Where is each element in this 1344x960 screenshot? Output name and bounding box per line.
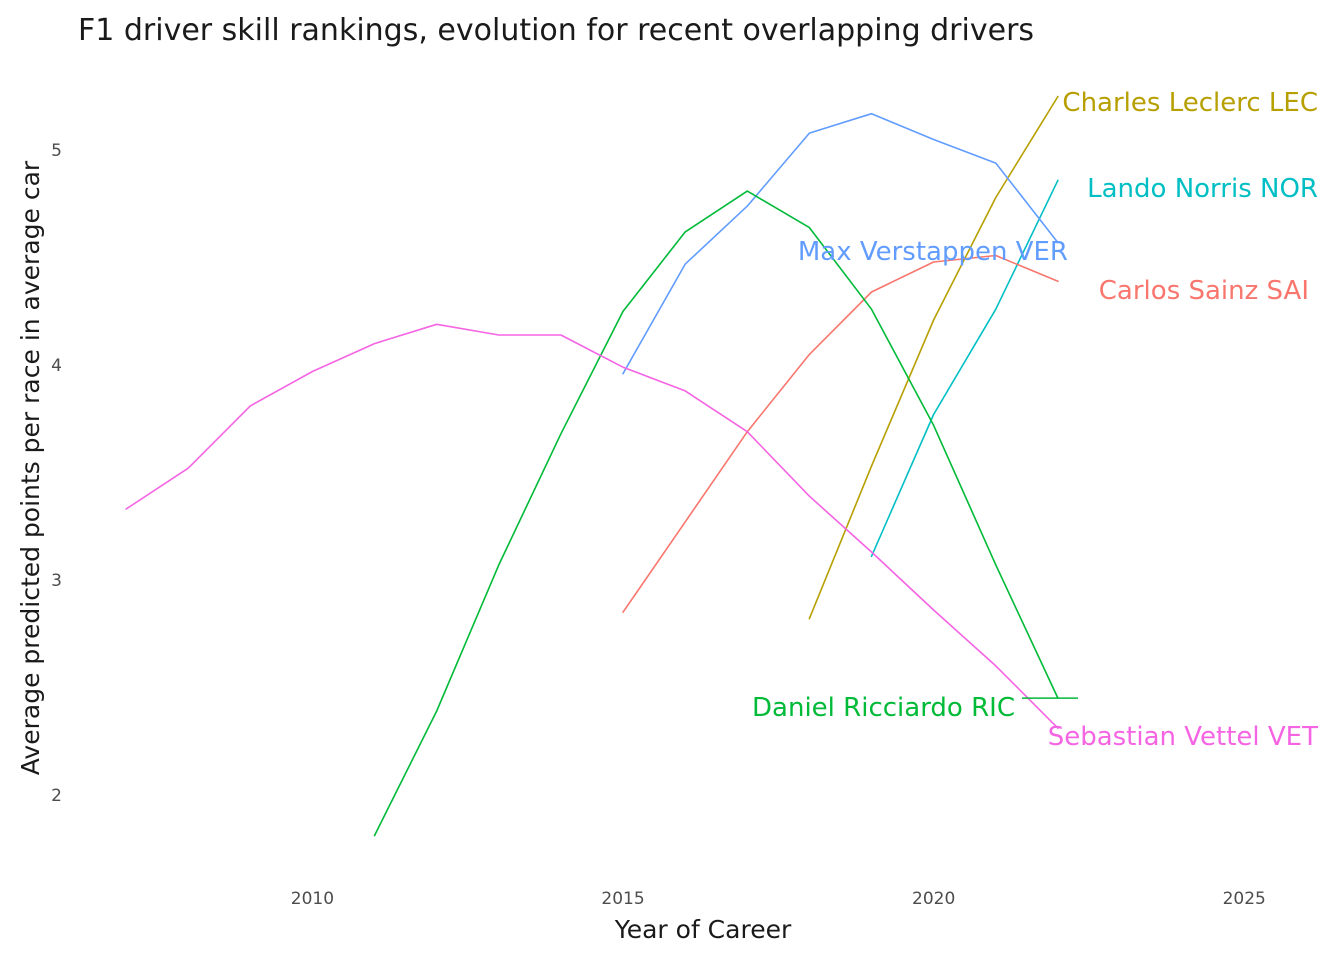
- chart-title: F1 driver skill rankings, evolution for …: [78, 13, 1034, 48]
- y-axis-title: Average predicted points per race in ave…: [16, 160, 45, 775]
- y-tick-label: 4: [51, 356, 62, 376]
- x-tick-label: 2010: [291, 889, 334, 909]
- y-tick-label: 5: [51, 141, 62, 161]
- x-tick-label: 2020: [912, 889, 955, 909]
- series-label: Max Verstappen VER: [798, 237, 1068, 267]
- series-line-max-verstappen-ver: [622, 112, 1059, 375]
- series-line-sebastian-vettel-vet: [125, 323, 1059, 730]
- series-line-lando-norris-nor: [870, 179, 1059, 558]
- y-axis-ticks: 2 3 4 5: [51, 141, 62, 806]
- y-tick-label: 3: [51, 571, 62, 591]
- series-line-carlos-sainz-sai: [622, 254, 1059, 614]
- x-tick-label: 2015: [601, 889, 644, 909]
- x-tick-label: 2025: [1223, 889, 1266, 909]
- series-label: Sebastian Vettel VET: [1048, 722, 1318, 752]
- y-tick-label: 2: [51, 786, 62, 806]
- series-labels: Charles Leclerc LEC Lando Norris NOR Max V…: [752, 88, 1318, 752]
- series-label: Lando Norris NOR: [1087, 174, 1318, 204]
- series-label: Daniel Ricciardo RIC: [752, 693, 1015, 723]
- x-axis-ticks: 2010 2015 2020 2025: [291, 889, 1266, 909]
- series-lines: [125, 95, 1059, 837]
- series-line-charles-leclerc-lec: [808, 95, 1059, 620]
- series-line-daniel-ricciardo-ric: [373, 190, 1059, 837]
- series-label: Carlos Sainz SAI: [1099, 276, 1309, 306]
- x-axis-title: Year of Career: [614, 915, 792, 944]
- series-label: Charles Leclerc LEC: [1062, 88, 1318, 118]
